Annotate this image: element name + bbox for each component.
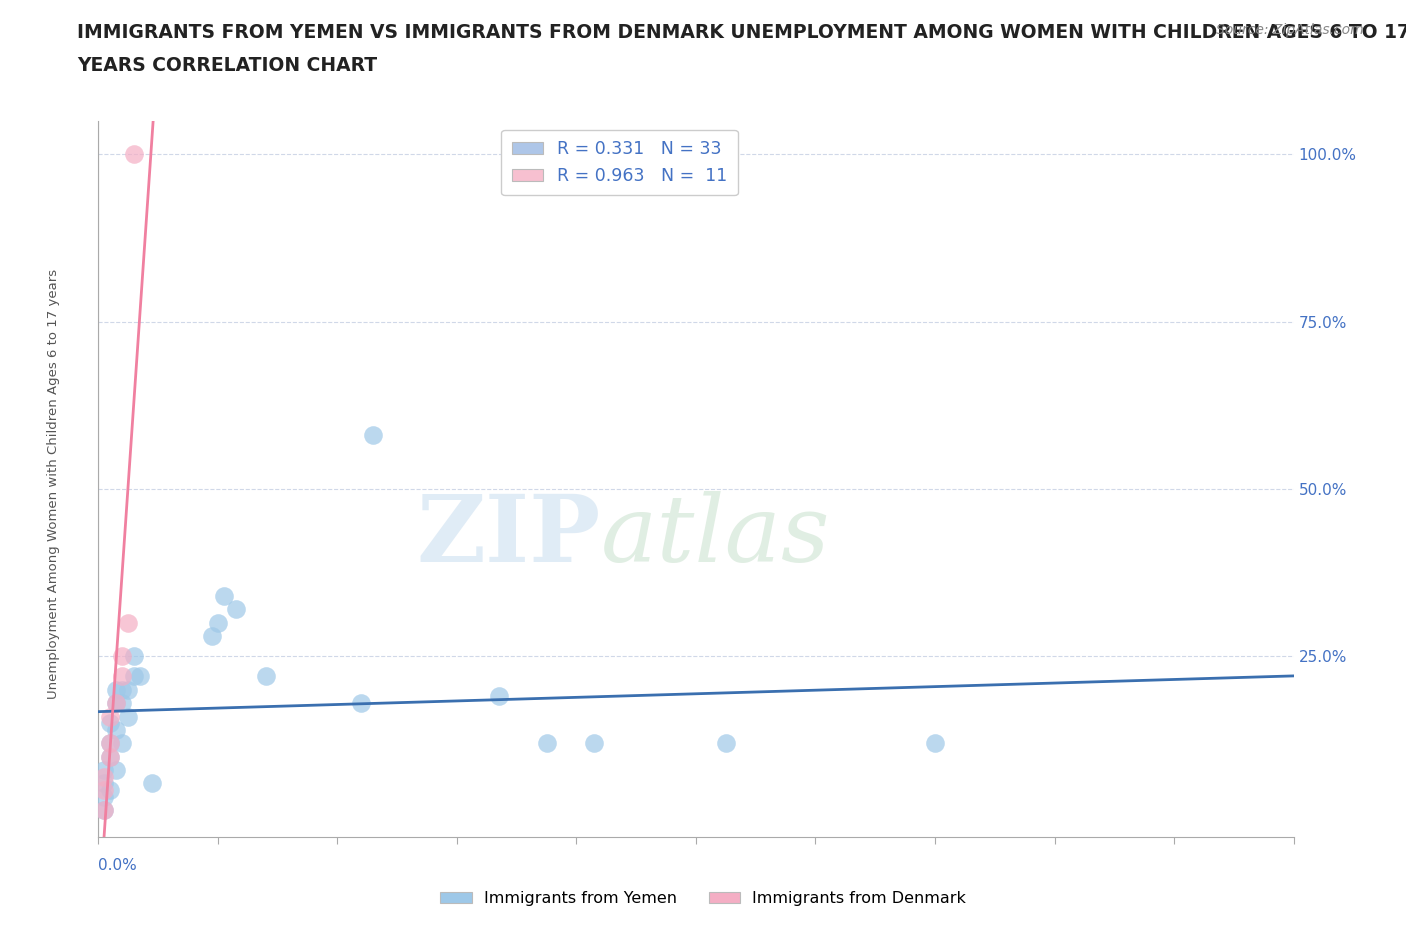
Point: [105, 696, 128, 711]
Point: [714, 736, 737, 751]
Point: [207, 616, 229, 631]
Point: [924, 736, 946, 751]
Point: [93, 763, 115, 777]
Point: [117, 709, 139, 724]
Point: [124, 147, 146, 162]
Point: [129, 669, 152, 684]
Text: atlas: atlas: [600, 491, 830, 581]
Point: [105, 723, 128, 737]
Point: [117, 616, 139, 631]
Text: 0.0%: 0.0%: [98, 858, 138, 873]
Point: [536, 736, 558, 751]
Text: YEARS CORRELATION CHART: YEARS CORRELATION CHART: [77, 56, 377, 74]
Point: [98, 736, 122, 751]
Point: [111, 669, 134, 684]
Point: [98, 736, 122, 751]
Point: [98, 783, 122, 798]
Point: [105, 696, 128, 711]
Point: [93, 803, 115, 817]
Point: [98, 716, 122, 731]
Point: [105, 763, 128, 777]
Point: [93, 783, 115, 798]
Text: Source: ZipAtlas.com: Source: ZipAtlas.com: [1216, 23, 1364, 37]
Point: [111, 696, 134, 711]
Point: [93, 776, 115, 790]
Point: [98, 709, 122, 724]
Point: [141, 776, 163, 790]
Point: [124, 669, 146, 684]
Point: [254, 669, 277, 684]
Point: [111, 683, 134, 698]
Legend: R = 0.331   N = 33, R = 0.963   N =  11: R = 0.331 N = 33, R = 0.963 N = 11: [502, 129, 738, 195]
Text: IMMIGRANTS FROM YEMEN VS IMMIGRANTS FROM DENMARK UNEMPLOYMENT AMONG WOMEN WITH C: IMMIGRANTS FROM YEMEN VS IMMIGRANTS FROM…: [77, 23, 1406, 42]
Point: [363, 428, 385, 443]
Point: [201, 629, 224, 644]
Point: [105, 683, 128, 698]
Text: Unemployment Among Women with Children Ages 6 to 17 years: Unemployment Among Women with Children A…: [46, 269, 60, 698]
Text: ZIP: ZIP: [416, 491, 600, 581]
Point: [583, 736, 606, 751]
Point: [93, 803, 115, 817]
Point: [98, 750, 122, 764]
Point: [225, 602, 247, 617]
Point: [98, 750, 122, 764]
Point: [488, 689, 510, 704]
Point: [124, 649, 146, 664]
Point: [93, 790, 115, 804]
Point: [350, 696, 373, 711]
Point: [212, 589, 235, 604]
Point: [111, 736, 134, 751]
Point: [111, 649, 134, 664]
Point: [93, 769, 115, 784]
Legend: Immigrants from Yemen, Immigrants from Denmark: Immigrants from Yemen, Immigrants from D…: [434, 885, 972, 912]
Point: [117, 683, 139, 698]
